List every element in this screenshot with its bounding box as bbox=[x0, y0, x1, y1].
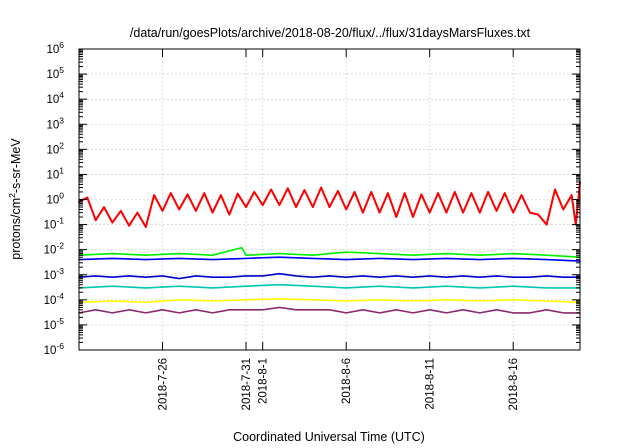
y-tick-base: 10 bbox=[44, 245, 57, 257]
y-tick-exp: 5 bbox=[59, 65, 64, 75]
y-tick-exp: -2 bbox=[56, 241, 64, 251]
series-line-1 bbox=[78, 181, 581, 228]
x-tick-label: 2018-8-16 bbox=[508, 358, 520, 410]
y-tick-base: 10 bbox=[44, 295, 57, 307]
y-tick-base: 10 bbox=[46, 94, 59, 106]
y-tick-exp: 3 bbox=[59, 115, 64, 125]
y-tick-exp: -6 bbox=[56, 341, 64, 351]
y-tick-label: 100 bbox=[46, 191, 64, 207]
y-tick-label: 101 bbox=[46, 165, 64, 181]
y-tick-exp: -4 bbox=[56, 291, 64, 301]
series-line-5 bbox=[78, 283, 581, 289]
y-tick-base: 10 bbox=[44, 320, 57, 332]
series-line-3 bbox=[78, 256, 581, 262]
y-tick-base: 10 bbox=[44, 345, 57, 357]
y-axis-label-post: -s-sr-MeV bbox=[9, 138, 23, 194]
y-tick-base: 10 bbox=[46, 69, 59, 81]
y-tick-base: 10 bbox=[44, 220, 57, 232]
y-tick-label: 10-2 bbox=[44, 241, 65, 257]
y-tick-exp: -3 bbox=[56, 266, 64, 276]
series-line-7 bbox=[78, 306, 581, 314]
y-tick-label: 10-3 bbox=[44, 266, 65, 282]
y-tick-exp: 0 bbox=[59, 191, 64, 201]
series-line-4 bbox=[78, 272, 581, 280]
x-tick-label: 2018-7-26 bbox=[158, 358, 170, 410]
grid-lines bbox=[79, 49, 580, 350]
y-tick-exp: -5 bbox=[56, 316, 64, 326]
y-tick-label: 105 bbox=[46, 65, 64, 81]
series-layer bbox=[78, 181, 581, 314]
y-tick-base: 10 bbox=[46, 44, 59, 56]
y-tick-base: 10 bbox=[44, 270, 57, 282]
y-tick-base: 10 bbox=[46, 119, 59, 131]
x-tick-labels: 2018-7-26 2018-7-31 2018-8-1 2018-8-6 2018-8… bbox=[158, 358, 521, 410]
y-tick-exp: 4 bbox=[59, 90, 64, 100]
y-tick-label: 104 bbox=[46, 90, 64, 106]
x-axis-label: Coordinated Universal Time (UTC) bbox=[233, 430, 425, 444]
y-tick-label: 10-4 bbox=[44, 291, 65, 307]
y-tick-base: 10 bbox=[46, 169, 59, 181]
y-tick-exp: 6 bbox=[59, 40, 64, 50]
y-tick-exp: 2 bbox=[59, 140, 64, 150]
y-tick-base: 10 bbox=[46, 195, 59, 207]
y-tick-exp: -1 bbox=[56, 216, 64, 226]
y-tick-label: 10-6 bbox=[44, 341, 65, 357]
y-tick-label: 10-5 bbox=[44, 316, 65, 332]
plot-frame bbox=[78, 48, 581, 351]
x-tick-label: 2018-8-1 bbox=[258, 358, 270, 404]
series-line-2 bbox=[78, 246, 581, 258]
y-axis-label-pre: protons/cm bbox=[9, 198, 23, 260]
chart-title: /data/run/goesPlots/archive/2018-08-20/f… bbox=[130, 26, 531, 40]
y-tick-base: 10 bbox=[46, 144, 59, 156]
x-tick-label: 2018-7-31 bbox=[241, 358, 253, 410]
y-axis-label-sup: 2 bbox=[7, 193, 17, 198]
y-tick-exp: 1 bbox=[59, 165, 64, 175]
series-line-6 bbox=[78, 298, 581, 304]
y-tick-label: 102 bbox=[46, 140, 64, 156]
y-axis-label: protons/cm2-s-sr-MeV bbox=[7, 138, 23, 260]
x-tick-label: 2018-8-11 bbox=[425, 358, 437, 410]
y-tick-label: 10-1 bbox=[44, 216, 65, 232]
x-tick-label: 2018-8-6 bbox=[341, 358, 353, 404]
y-tick-labels: 10-610-510-410-310-210-11001011021031041… bbox=[44, 40, 65, 357]
y-tick-label: 106 bbox=[46, 40, 64, 56]
y-tick-label: 103 bbox=[46, 115, 64, 131]
ticks bbox=[79, 48, 580, 351]
